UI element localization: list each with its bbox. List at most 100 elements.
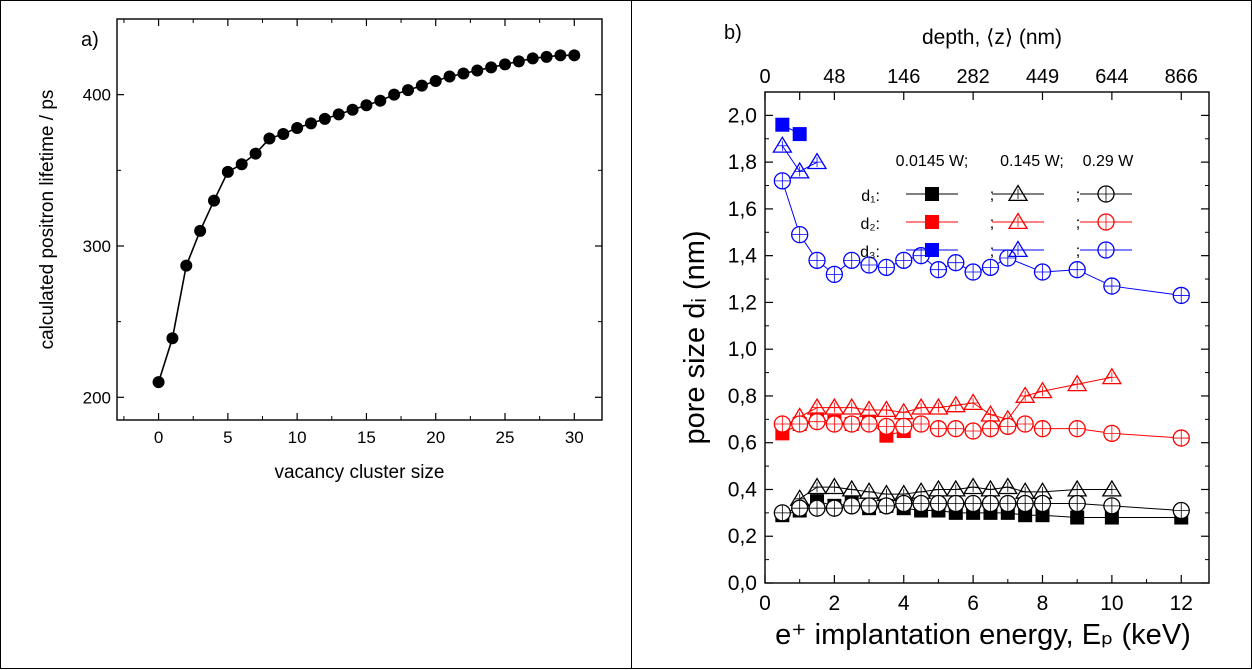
data-point-a xyxy=(374,94,387,107)
legend-header-b: 0.29 W xyxy=(1083,153,1135,170)
series-line-b xyxy=(799,376,1112,420)
legend-marker-b-cross xyxy=(1098,186,1114,202)
y-tick-label-b: 0,8 xyxy=(728,385,757,408)
data-point-a xyxy=(429,75,442,88)
data-point-a xyxy=(443,70,456,83)
y-tick-label-b: 1,0 xyxy=(728,338,757,361)
chart-a: a) 0 5 10 15 20 25 30 200 300 400 vacancy cluster s… xyxy=(37,18,603,483)
legend-marker-b-cross xyxy=(1098,214,1114,230)
data-point-a xyxy=(471,64,484,77)
x-tick-label-b: 6 xyxy=(967,592,979,615)
data-point-b xyxy=(1015,386,1036,403)
data-point-b-cross xyxy=(916,402,927,413)
data-point-b-cross xyxy=(791,226,808,243)
x-tick-label-a: 0 xyxy=(154,428,163,447)
x-tick-label-a: 15 xyxy=(357,428,376,447)
y-tick-label-b: 0,0 xyxy=(728,572,757,595)
data-point-b xyxy=(1067,374,1088,392)
data-point-b-cross xyxy=(968,482,979,493)
data-point-b xyxy=(824,397,845,415)
data-point-a xyxy=(499,58,511,71)
data-point-b xyxy=(1018,508,1033,523)
x-tick-label-b: 2 xyxy=(829,592,841,615)
legend-marker-b xyxy=(925,187,939,201)
y-tick-label-b: 0,6 xyxy=(728,432,757,455)
y-axis-label-b: pore size dᵢ (nm) xyxy=(679,230,711,444)
data-point-b xyxy=(1101,367,1123,385)
top-tick-label-b: 644 xyxy=(1095,66,1128,88)
data-point-b-cross xyxy=(881,404,892,415)
y-tick-label-a: 300 xyxy=(83,237,111,256)
series-line-b xyxy=(781,180,1182,296)
data-point-b-cross xyxy=(809,500,826,517)
data-point-b-cross xyxy=(895,418,912,435)
data-point-b-cross xyxy=(1106,372,1117,383)
data-point-b-cross xyxy=(861,497,878,514)
y-tick-label-a: 400 xyxy=(83,86,111,105)
data-point-b-cross xyxy=(895,252,912,269)
data-point-a xyxy=(568,49,581,62)
data-point-b xyxy=(910,397,932,415)
legend-row-label-b: d₂: xyxy=(860,216,880,233)
data-point-a xyxy=(554,49,567,62)
data-point-b-cross xyxy=(843,497,860,514)
data-point-b-cross xyxy=(826,416,843,433)
legend-marker-b-cross xyxy=(1013,217,1023,227)
legend-separator-b: ; xyxy=(1076,215,1080,232)
data-point-b-cross xyxy=(794,166,805,177)
data-point-a xyxy=(318,112,331,125)
top-tick-label-b: 449 xyxy=(1026,66,1059,88)
data-point-a xyxy=(249,147,262,160)
legend-marker-b xyxy=(1007,184,1029,202)
data-point-a xyxy=(180,259,193,272)
data-point-b-cross xyxy=(812,402,823,413)
data-point-b-cross xyxy=(864,404,875,415)
data-point-b xyxy=(1104,510,1119,525)
data-point-b-cross xyxy=(1072,484,1083,495)
legend-b: 0.0145 W; 0.145 W; 0.29 W d₁:; ; d₂:; ; d₃:;; xyxy=(860,153,1134,261)
data-point-b-cross xyxy=(982,420,999,437)
data-point-b-cross xyxy=(968,397,979,408)
data-point-b-cross xyxy=(791,416,808,433)
panel-b: b) 0 2 4 6 8 10 12 0,0 0,2 0,4 0,6 0,8 1,0 1,2 1,4 1,6 1,… xyxy=(631,0,1252,669)
data-point-a xyxy=(540,50,553,63)
top-tick-label-b: 146 xyxy=(887,66,920,88)
data-point-b-cross xyxy=(1069,420,1086,437)
data-point-b-cross xyxy=(1173,287,1190,304)
data-point-b xyxy=(806,152,828,170)
x-tick-label-b: 10 xyxy=(1100,592,1123,615)
data-point-b xyxy=(928,397,949,415)
data-point-a xyxy=(512,55,525,68)
data-point-a xyxy=(457,67,470,80)
data-point-b xyxy=(789,161,810,179)
data-point-a xyxy=(194,224,207,237)
data-point-b-cross xyxy=(1106,484,1117,495)
data-point-b-cross xyxy=(1173,502,1190,519)
data-point-b-cross xyxy=(1034,495,1051,512)
data-point-b-cross xyxy=(895,495,912,512)
x-tick-label-b: 0 xyxy=(759,592,771,615)
data-point-b xyxy=(806,477,828,495)
x-tick-label-a: 10 xyxy=(288,428,307,447)
data-point-b-cross xyxy=(982,495,999,512)
data-point-b-cross xyxy=(1034,420,1051,437)
top-tick-label-b: 48 xyxy=(823,66,845,88)
data-point-b-cross xyxy=(950,400,961,411)
data-point-b xyxy=(962,393,984,410)
y-axis-label-a: calculated positron lifetime / ps xyxy=(37,90,58,350)
legend-header-b: 0.0145 W; xyxy=(896,153,969,170)
data-point-b-cross xyxy=(829,402,840,413)
data-point-b-cross xyxy=(774,416,791,433)
x-tick-label-a: 20 xyxy=(426,428,445,447)
data-point-b xyxy=(1070,510,1085,525)
data-point-b-cross xyxy=(1069,495,1086,512)
data-point-b xyxy=(775,117,790,132)
y-tick-label-a: 200 xyxy=(83,388,111,407)
x-tick-label-b: 4 xyxy=(898,592,910,615)
chart-b: b) 0 2 4 6 8 10 12 0,0 0,2 0,4 0,6 0,8 1,0 1,2 1,4 1,6 1,… xyxy=(679,22,1210,651)
data-point-b-cross xyxy=(913,495,930,512)
panel-a: a) 0 5 10 15 20 25 30 200 300 400 vacancy cluster s… xyxy=(0,0,632,669)
data-point-b-cross xyxy=(812,157,823,168)
x-tick-label-b: 12 xyxy=(1170,592,1193,615)
data-point-b-cross xyxy=(861,257,878,274)
